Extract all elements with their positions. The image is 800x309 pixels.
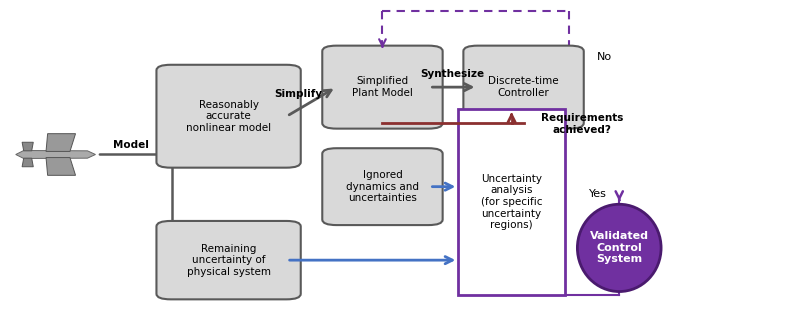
Text: Validated
Control
System: Validated Control System [590,231,649,265]
Text: Discrete-time
Controller: Discrete-time Controller [488,76,559,98]
Text: No: No [597,52,612,61]
Text: Uncertainty
analysis
(for specific
uncertainty
regions): Uncertainty analysis (for specific uncer… [481,174,542,230]
Polygon shape [22,158,34,167]
Polygon shape [16,150,95,159]
Text: Simplify: Simplify [274,89,322,99]
Text: Reasonably
accurate
nonlinear model: Reasonably accurate nonlinear model [186,99,271,133]
Text: Requirements
achieved?: Requirements achieved? [541,113,623,135]
Text: Simplified
Plant Model: Simplified Plant Model [352,76,413,98]
Text: Synthesize: Synthesize [421,69,485,78]
Text: Remaining
uncertainty of
physical system: Remaining uncertainty of physical system [186,243,270,277]
Polygon shape [46,134,75,151]
FancyBboxPatch shape [463,46,584,129]
FancyBboxPatch shape [322,46,442,129]
Ellipse shape [578,204,661,291]
FancyBboxPatch shape [157,65,301,168]
Text: Model: Model [114,140,150,150]
Polygon shape [22,142,34,151]
Text: Ignored
dynamics and
uncertainties: Ignored dynamics and uncertainties [346,170,419,203]
Polygon shape [46,158,75,175]
FancyBboxPatch shape [157,221,301,299]
FancyBboxPatch shape [458,109,566,294]
FancyBboxPatch shape [322,148,442,225]
Text: Yes: Yes [589,189,607,199]
